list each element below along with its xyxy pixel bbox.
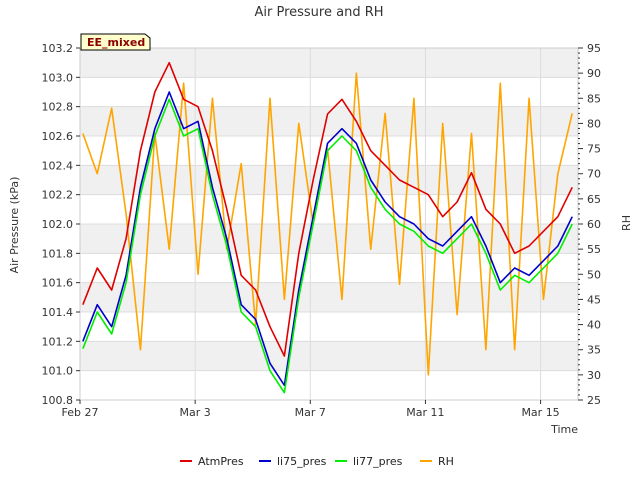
annotation-badge: EE_mixed — [80, 33, 151, 51]
y2-tick-label: 60 — [587, 218, 601, 231]
y-tick-label: 101.0 — [42, 365, 74, 378]
y2-tick-label: 85 — [587, 92, 601, 105]
y2-axis-title: RH — [620, 215, 633, 231]
y2-tick-label: 30 — [587, 369, 601, 382]
y2-tick-label: 80 — [587, 117, 601, 130]
y2-tick-label: 70 — [587, 168, 601, 181]
series-line-atmpres — [82, 61, 573, 357]
legend-item-li77-pres: li77_pres — [335, 455, 403, 468]
legend-item-rh: RH — [420, 455, 454, 468]
y-tick-label: 102.6 — [42, 130, 74, 143]
y2-tick-label: 40 — [587, 319, 601, 332]
x-axis-title: Time — [550, 423, 578, 436]
grid-band — [80, 282, 578, 312]
series-line-li75-pres — [82, 91, 573, 387]
y2-tick-label: 45 — [587, 293, 601, 306]
y2-tick-label: 50 — [587, 268, 601, 281]
y2-tick-label: 95 — [587, 42, 601, 55]
y-tick-label: 102.2 — [42, 189, 74, 202]
y-axis-title: Air Pressure (kPa) — [8, 177, 21, 274]
y-tick-label: 102.0 — [42, 218, 74, 231]
y2-tick-label: 90 — [587, 67, 601, 80]
legend-item-atmpres: AtmPres — [180, 455, 244, 468]
y2-tick-label: 35 — [587, 344, 601, 357]
y2-tick-label: 75 — [587, 143, 601, 156]
y2-tick-label: 55 — [587, 243, 601, 256]
y-tick-label: 101.8 — [42, 247, 74, 260]
y-tick-label: 102.4 — [42, 159, 74, 172]
grid-band — [80, 224, 578, 254]
series-layer — [82, 61, 574, 394]
y2-tick-label: 65 — [587, 193, 601, 206]
grid-bands — [80, 48, 578, 371]
y-tick-label: 101.4 — [42, 306, 74, 319]
chart-title: Air Pressure and RH — [254, 5, 383, 20]
x-tick-label: Feb 27 — [62, 406, 99, 419]
y2-tick-label: 25 — [587, 394, 601, 407]
y-tick-label: 100.8 — [42, 394, 74, 407]
badge-label: EE_mixed — [87, 36, 145, 49]
x-tick-label: Mar 7 — [295, 406, 326, 419]
y-tick-label: 103.2 — [42, 42, 74, 55]
legend-label: li77_pres — [353, 455, 403, 468]
series-line-rh — [82, 72, 574, 376]
y-tick-label: 102.8 — [42, 101, 74, 114]
y-axis-right: 25 30 35 40 45 50 55 60 65 70 75 80 85 90 95 — [578, 42, 601, 407]
y-axis-left: 100.8 101.0 101.2 101.4 101.6 101.8 102.0 102.2… — [42, 42, 80, 407]
legend-label: RH — [438, 455, 454, 468]
x-tick-label: Mar 15 — [521, 406, 559, 419]
x-tick-label: Mar 3 — [180, 406, 211, 419]
grid-band — [80, 341, 578, 371]
legend-label: li75_pres — [277, 455, 327, 468]
legend-label: AtmPres — [198, 455, 244, 468]
legend: AtmPres li75_pres li77_pres RH — [180, 455, 454, 468]
y-tick-label: 101.2 — [42, 335, 74, 348]
legend-item-li75-pres: li75_pres — [259, 455, 327, 468]
x-axis: Feb 27 Mar 3 Mar 7 Mar 11 Mar 15 — [62, 400, 560, 419]
x-tick-label: Mar 11 — [406, 406, 444, 419]
y-tick-label: 101.6 — [42, 277, 74, 290]
grid-band — [80, 48, 578, 78]
series-line-li77-pres — [82, 98, 573, 394]
y-tick-label: 103.0 — [42, 71, 74, 84]
